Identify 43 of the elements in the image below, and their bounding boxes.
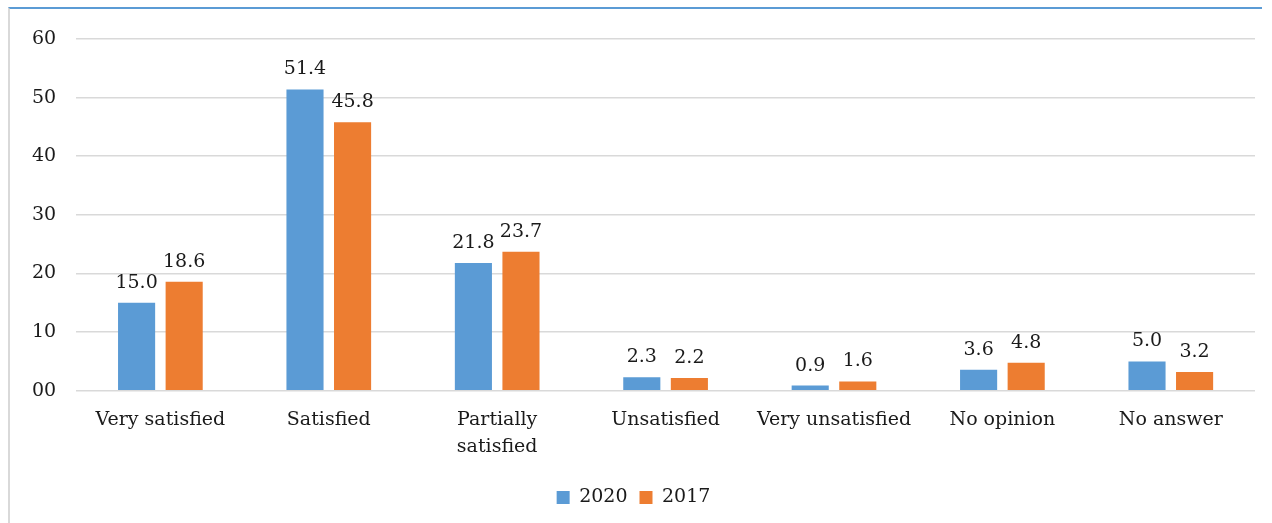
bar [1007, 362, 1045, 390]
x-tick-label: Unsatisfied [611, 407, 721, 430]
x-tick-label: Partially satisfied [456, 407, 538, 456]
data-label: 51.4 [283, 56, 327, 79]
data-label: 1.6 [842, 348, 873, 371]
bar [454, 262, 492, 390]
bar [1128, 361, 1166, 390]
bar [118, 302, 156, 390]
x-tick-label: Satisfied [286, 407, 371, 430]
y-tick-label: 50 [31, 84, 57, 107]
bar [502, 251, 540, 390]
data-label: 45.8 [331, 89, 374, 112]
y-tick-label: 20 [31, 260, 57, 283]
bar [960, 369, 998, 390]
x-tick-label: No opinion [949, 407, 1056, 430]
y-tick-label: 60 [31, 25, 57, 48]
y-tick-label: 30 [31, 201, 57, 224]
data-label: 5.0 [1131, 328, 1163, 351]
x-tick-label: No answer [1118, 407, 1224, 430]
data-label: 0.9 [795, 352, 826, 375]
data-label: 3.6 [963, 336, 994, 359]
legend-label: 2020 [579, 484, 628, 507]
bar [839, 381, 877, 390]
bar [1176, 372, 1214, 390]
data-label: 2.2 [674, 344, 705, 367]
data-label: 18.6 [163, 248, 206, 271]
bar [165, 281, 203, 390]
y-tick-label: 40 [31, 143, 57, 166]
x-tick-label: Very unsatisfied [755, 407, 912, 430]
bar [623, 377, 661, 390]
data-label: 3.2 [1179, 339, 1210, 362]
y-tick-label: 10 [31, 319, 57, 342]
data-label: 21.8 [452, 229, 495, 252]
x-tick-label: Very satisfied [94, 407, 226, 430]
data-label: 4.8 [1011, 329, 1042, 352]
legend-label: 2017 [662, 484, 711, 507]
bar [670, 377, 708, 390]
bar [334, 122, 372, 390]
y-tick-label: 00 [31, 377, 57, 400]
data-label: 2.3 [626, 344, 657, 367]
data-label: 23.7 [499, 218, 543, 241]
bar [286, 89, 324, 390]
data-label: 15.0 [115, 269, 158, 292]
